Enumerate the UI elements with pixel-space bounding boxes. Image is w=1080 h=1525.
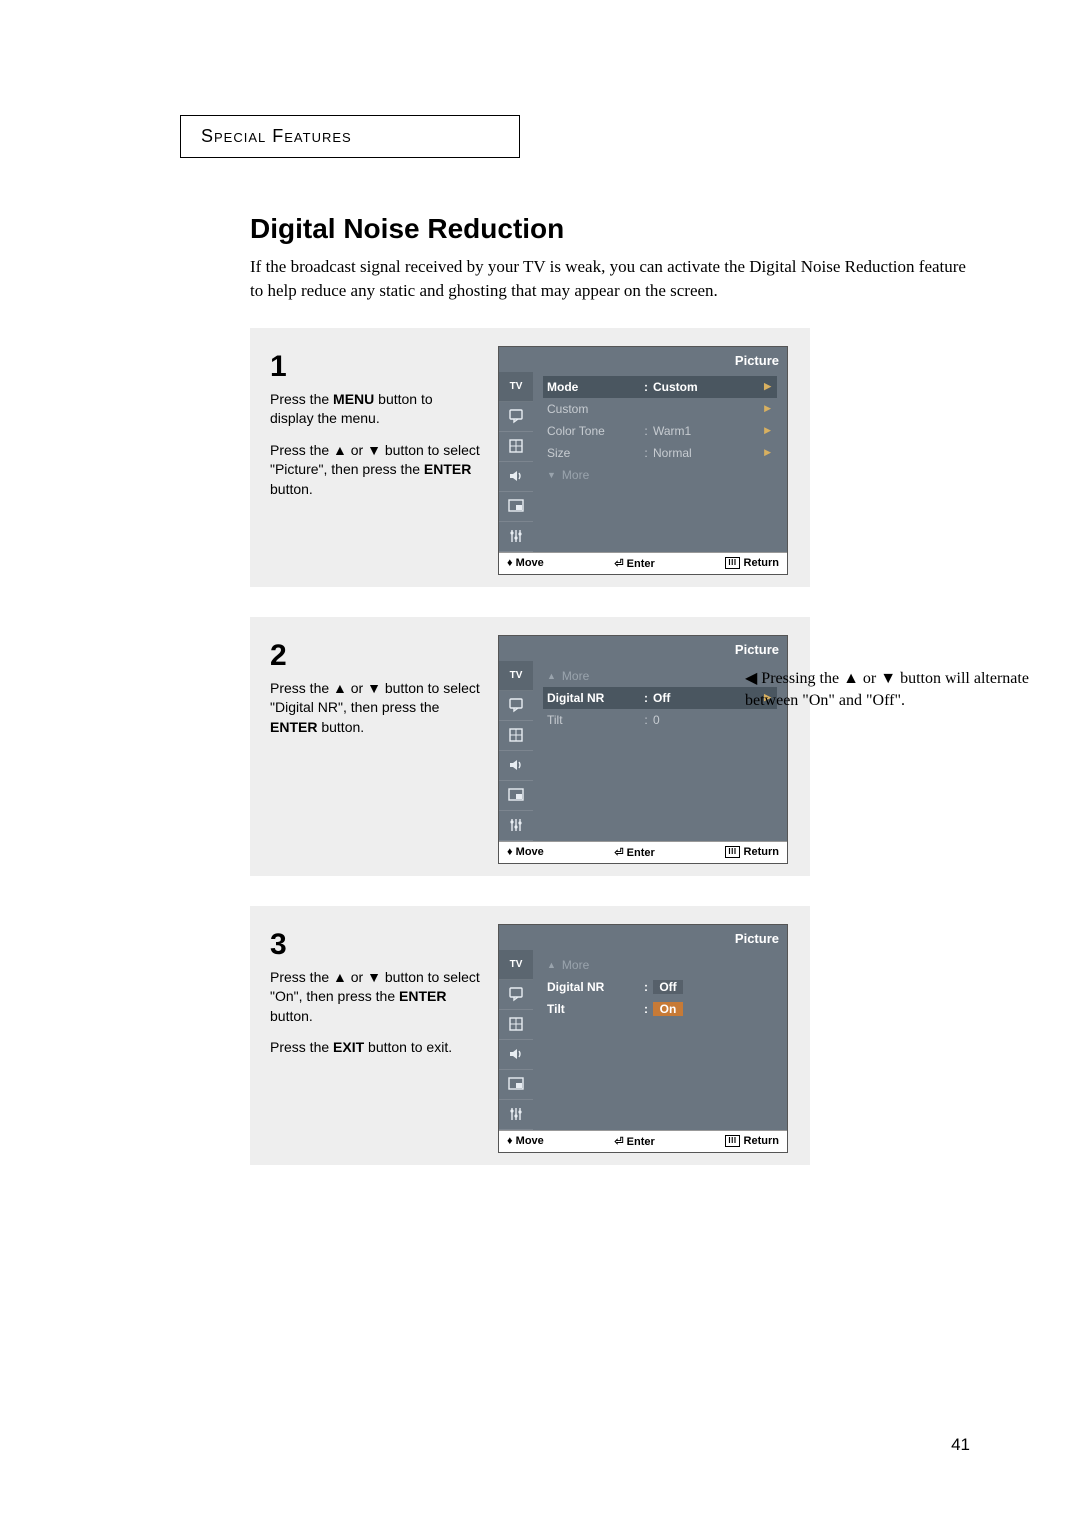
osd-tab-setup [499, 811, 533, 841]
step-right: PictureTV▲MoreDigital NR:OffTilt:On♦ Mov… [498, 924, 790, 1153]
steps-column: 1Press the MENU button to display the me… [250, 328, 980, 1165]
osd-row: Tilt:0 [543, 709, 777, 731]
osd-tab-setup [499, 1100, 533, 1130]
step-block: 2Press the ▲ or ▼ button to select "Digi… [250, 617, 810, 876]
side-note: ◀ Pressing the ▲ or ▼ button will altern… [745, 668, 1045, 713]
step-instruction: Press the ▲ or ▼ button to select "On", … [270, 968, 480, 1027]
osd-footer-return: III Return [725, 846, 779, 858]
step-left: 2Press the ▲ or ▼ button to select "Digi… [270, 635, 480, 864]
step-instruction: Press the MENU button to display the men… [270, 390, 480, 429]
osd-tab-sound [499, 1040, 533, 1070]
osd-title: Picture [499, 347, 787, 372]
step-right: PictureTVMode:Custom▶Custom▶Color Tone:W… [498, 346, 790, 575]
step-left: 3Press the ▲ or ▼ button to select "On",… [270, 924, 480, 1153]
section-header-box: Special Features [180, 115, 520, 158]
osd-footer: ♦ Move ⏎ Enter III Return [499, 552, 787, 574]
osd-tab-pip [499, 1070, 533, 1100]
osd-tab-grid [499, 432, 533, 462]
osd-footer-enter: ⏎ Enter [614, 1135, 654, 1148]
osd-panel: PictureTV▲MoreDigital NR:OffTilt:On♦ Mov… [498, 924, 788, 1153]
step-instruction: Press the EXIT button to exit. [270, 1038, 480, 1058]
step-number: 2 [270, 635, 480, 677]
osd-tab-pip [499, 492, 533, 522]
osd-tab-TV: TV [499, 950, 533, 980]
step-instruction: Press the ▲ or ▼ button to select "Digit… [270, 679, 480, 738]
step-number: 3 [270, 924, 480, 966]
osd-row: Tilt:On [543, 998, 777, 1020]
osd-more-up: ▲More [543, 954, 777, 976]
osd-tab-strip: TV [499, 661, 533, 841]
page-number: 41 [951, 1435, 970, 1455]
osd-footer-return: III Return [725, 1135, 779, 1147]
osd-tab-pip [499, 781, 533, 811]
osd-footer-enter: ⏎ Enter [614, 846, 654, 859]
osd-more-down: ▼More [543, 464, 777, 486]
osd-main: Mode:Custom▶Custom▶Color Tone:Warm1▶Size… [533, 372, 787, 552]
osd-tab-strip: TV [499, 950, 533, 1130]
osd-footer-enter: ⏎ Enter [614, 557, 654, 570]
side-note-text: ◀ Pressing the ▲ or ▼ button will altern… [745, 670, 1029, 709]
osd-tab-TV: TV [499, 661, 533, 691]
page-title: Digital Noise Reduction [250, 213, 980, 245]
osd-footer-move: ♦ Move [507, 846, 544, 858]
osd-footer: ♦ Move ⏎ Enter III Return [499, 841, 787, 863]
section-header: Special Features [201, 126, 352, 146]
osd-title: Picture [499, 636, 787, 661]
osd-panel: PictureTVMode:Custom▶Custom▶Color Tone:W… [498, 346, 788, 575]
osd-row: Size:Normal▶ [543, 442, 777, 464]
osd-footer-move: ♦ Move [507, 557, 544, 569]
osd-more-up: ▲More [543, 665, 777, 687]
osd-main: ▲MoreDigital NR:OffTilt:On [533, 950, 787, 1130]
osd-tab-setup [499, 522, 533, 552]
osd-tab-sound [499, 751, 533, 781]
osd-row: Custom▶ [543, 398, 777, 420]
osd-row-selected: Mode:Custom▶ [543, 376, 777, 398]
osd-tab-grid [499, 721, 533, 751]
osd-footer: ♦ Move ⏎ Enter III Return [499, 1130, 787, 1152]
osd-tab-TV: TV [499, 372, 533, 402]
osd-row: Digital NR:Off [543, 976, 777, 998]
osd-tab-grid [499, 1010, 533, 1040]
intro-text: If the broadcast signal received by your… [250, 255, 980, 303]
osd-footer-move: ♦ Move [507, 1135, 544, 1147]
step-block: 3Press the ▲ or ▼ button to select "On",… [250, 906, 810, 1165]
osd-footer-return: III Return [725, 557, 779, 569]
step-instruction: Press the ▲ or ▼ button to select "Pictu… [270, 441, 480, 500]
step-block: 1Press the MENU button to display the me… [250, 328, 810, 587]
osd-tab-sound [499, 462, 533, 492]
osd-row-selected: Digital NR:Off▶ [543, 687, 777, 709]
osd-row: Color Tone:Warm1▶ [543, 420, 777, 442]
osd-tab-chat [499, 402, 533, 432]
osd-tab-strip: TV [499, 372, 533, 552]
osd-tab-chat [499, 980, 533, 1010]
step-left: 1Press the MENU button to display the me… [270, 346, 480, 575]
osd-tab-chat [499, 691, 533, 721]
step-number: 1 [270, 346, 480, 388]
osd-title: Picture [499, 925, 787, 950]
